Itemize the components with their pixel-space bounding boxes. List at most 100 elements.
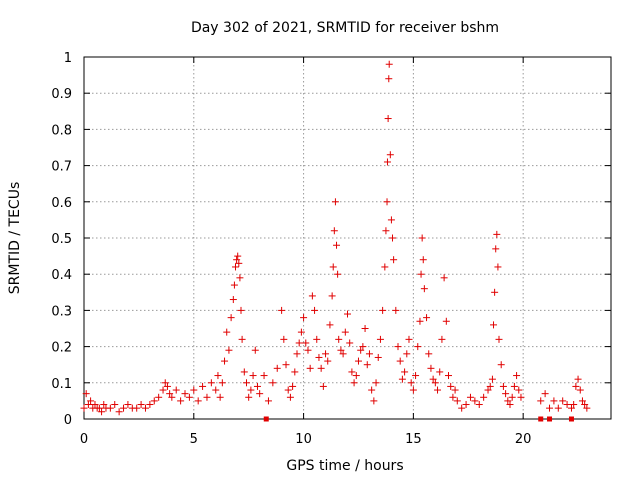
- data-point: [471, 397, 479, 405]
- data-point: [389, 234, 397, 242]
- data-point: [387, 216, 395, 224]
- data-point: [334, 270, 342, 278]
- data-point: [269, 379, 277, 387]
- data-point: [87, 397, 95, 405]
- x-tick-label: 10: [295, 432, 312, 447]
- data-point: [223, 328, 231, 336]
- data-point: [240, 368, 248, 376]
- data-point: [324, 357, 332, 365]
- x-tick-labels: 0 5 10 15 20: [80, 432, 532, 447]
- grid: [84, 57, 611, 419]
- data-point: [150, 397, 158, 405]
- zero-value-marker: [263, 416, 269, 422]
- data-point: [537, 397, 545, 405]
- data-point: [98, 408, 106, 416]
- data-point: [385, 75, 393, 83]
- data-point: [177, 397, 185, 405]
- chart-title: Day 302 of 2021, SRMTID for receiver bsh…: [191, 20, 499, 36]
- data-point: [486, 382, 494, 390]
- data-point: [163, 382, 171, 390]
- data-point: [306, 364, 314, 372]
- data-point: [256, 390, 264, 398]
- data-point: [181, 390, 189, 398]
- data-point: [146, 401, 154, 409]
- data-point: [383, 158, 391, 166]
- data-point: [385, 60, 393, 68]
- data-point: [221, 357, 229, 365]
- data-point: [227, 314, 235, 322]
- data-point: [137, 401, 145, 409]
- data-point: [497, 361, 505, 369]
- data-point: [416, 317, 424, 325]
- data-point: [302, 339, 310, 347]
- data-point: [502, 390, 510, 398]
- y-tick-label: 0: [64, 413, 72, 428]
- data-point: [207, 379, 215, 387]
- data-point: [331, 198, 339, 206]
- data-point: [363, 361, 371, 369]
- data-point: [384, 115, 392, 123]
- data-point: [194, 397, 202, 405]
- x-tick-label: 5: [190, 432, 198, 447]
- data-point: [458, 404, 466, 412]
- data-point: [368, 386, 376, 394]
- data-point: [253, 382, 261, 390]
- data-point: [427, 364, 435, 372]
- data-point: [488, 375, 496, 383]
- y-tick-label: 0.8: [51, 123, 72, 138]
- data-point: [513, 372, 521, 380]
- data-point: [499, 382, 507, 390]
- data-point: [517, 393, 525, 401]
- data-point: [370, 397, 378, 405]
- data-point: [339, 350, 347, 358]
- data-point: [282, 361, 290, 369]
- data-point: [376, 335, 384, 343]
- y-tick-label: 0.5: [51, 232, 72, 247]
- data-point: [251, 346, 259, 354]
- data-point: [374, 353, 382, 361]
- data-point: [386, 151, 394, 159]
- data-point: [344, 310, 351, 318]
- data-point: [237, 306, 245, 314]
- data-point: [229, 296, 237, 304]
- data-point: [570, 401, 578, 409]
- data-point: [91, 401, 99, 409]
- data-point: [249, 372, 257, 380]
- data-point: [111, 401, 119, 409]
- data-point: [442, 317, 450, 325]
- data-point: [567, 404, 575, 412]
- data-point: [159, 386, 167, 394]
- data-point: [417, 270, 425, 278]
- data-point: [396, 357, 404, 365]
- data-point: [348, 368, 356, 376]
- y-tick-label: 0.9: [51, 87, 72, 102]
- data-point: [172, 386, 180, 394]
- data-point: [212, 386, 220, 394]
- data-point: [238, 335, 246, 343]
- data-point: [230, 281, 238, 289]
- data-point: [264, 397, 272, 405]
- data-point: [390, 256, 398, 264]
- data-point: [106, 404, 114, 412]
- data-point: [546, 404, 554, 412]
- data-point: [418, 234, 426, 242]
- axis-ticks: [83, 56, 611, 420]
- data-point: [133, 404, 141, 412]
- data-points: [80, 60, 591, 422]
- data-point: [284, 386, 292, 394]
- data-point: [225, 346, 233, 354]
- data-point: [80, 404, 88, 412]
- data-point: [440, 274, 448, 282]
- data-point: [383, 198, 391, 206]
- data-point: [412, 372, 420, 380]
- zero-value-marker: [538, 416, 544, 422]
- y-tick-label: 0.7: [51, 160, 72, 175]
- data-point: [365, 350, 373, 358]
- data-point: [337, 346, 345, 354]
- data-point: [431, 379, 439, 387]
- data-point: [409, 386, 417, 394]
- data-point: [100, 401, 108, 409]
- data-point: [581, 401, 589, 409]
- data-point: [434, 386, 442, 394]
